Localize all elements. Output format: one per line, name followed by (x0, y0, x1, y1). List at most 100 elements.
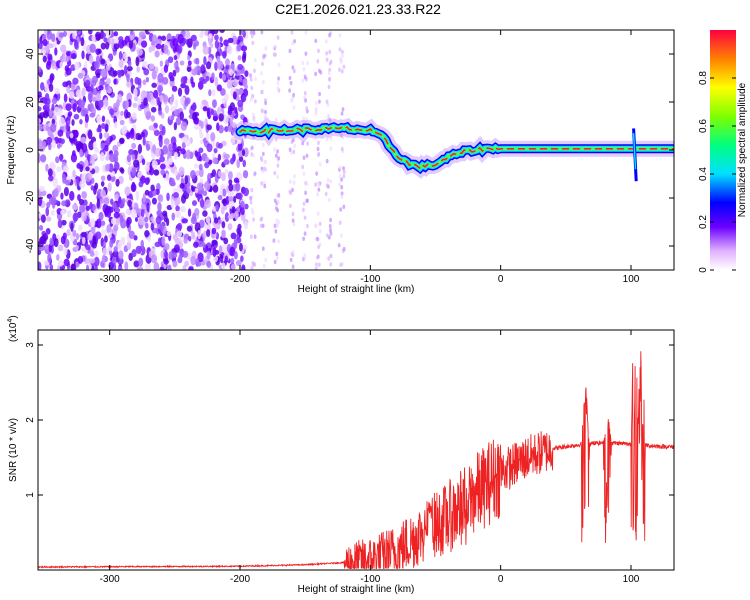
noise-speck (243, 221, 249, 230)
noise-speck (140, 131, 145, 138)
noise-speck (147, 93, 152, 103)
noise-speck (56, 143, 61, 149)
noise-speck (237, 99, 244, 108)
noise-speck (180, 83, 186, 89)
noise-speck (38, 225, 44, 231)
spectrogram-trace (232, 117, 674, 182)
noise-speck (100, 181, 105, 187)
noise-speck (46, 60, 52, 66)
noise-speck (275, 206, 278, 211)
noise-speck (292, 92, 296, 98)
noise-speck (100, 42, 106, 50)
noise-speck (340, 177, 343, 182)
noise-speck (164, 105, 170, 114)
noise-speck (112, 102, 119, 112)
noise-speck (304, 190, 307, 196)
snr-x-tick-label: -200 (230, 574, 250, 585)
noise-speck (131, 112, 137, 120)
noise-speck (87, 129, 93, 140)
colorbar-tick-label: 0.4 (698, 167, 709, 181)
noise-speck (184, 30, 191, 39)
noise-speck (158, 87, 162, 97)
noise-speck (97, 48, 102, 54)
noise-speck (137, 97, 141, 107)
noise-speck (179, 111, 184, 121)
noise-speck (67, 111, 73, 117)
noise-speck (160, 223, 164, 232)
noise-speck (89, 201, 93, 210)
noise-speck (215, 204, 219, 211)
noise-speck (119, 119, 125, 126)
noise-speck (250, 33, 254, 39)
noise-speck (273, 223, 277, 229)
noise-speck (63, 165, 70, 173)
noise-speck (217, 170, 222, 178)
noise-speck (217, 153, 222, 161)
noise-speck (220, 88, 226, 96)
noise-speck (180, 205, 186, 213)
noise-speck (98, 211, 104, 221)
noise-speck (318, 68, 321, 74)
noise-speck (249, 73, 252, 78)
noise-speck (201, 78, 207, 84)
colorbar: 0 0.2 0.4 0.6 0.8 Normalized spectral amplit… (698, 30, 748, 273)
noise-speck (263, 166, 267, 172)
noise-speck (85, 264, 90, 270)
noise-speck (244, 203, 249, 210)
noise-speck (142, 136, 146, 146)
noise-speck (74, 61, 80, 71)
noise-speck (325, 57, 329, 63)
noise-speck (138, 181, 144, 188)
noise-speck (214, 61, 218, 71)
noise-speck (50, 123, 57, 133)
noise-speck (110, 218, 115, 225)
noise-speck (263, 183, 267, 189)
noise-speck (142, 79, 147, 86)
noise-speck (318, 99, 321, 104)
noise-speck (288, 147, 292, 152)
noise-speck (109, 153, 116, 163)
noise-speck (58, 107, 63, 118)
noise-speck (112, 144, 119, 153)
noise-speck (276, 86, 280, 91)
noise-speck (56, 166, 62, 173)
noise-speck (51, 97, 58, 105)
noise-speck (192, 42, 197, 50)
noise-speck (75, 244, 79, 251)
noise-speck (229, 246, 236, 257)
noise-speck (250, 95, 254, 100)
noise-speck (291, 65, 295, 70)
noise-speck (173, 109, 179, 117)
noise-speck (261, 89, 265, 94)
noise-speck (137, 171, 143, 178)
colorbar-gradient (710, 30, 736, 270)
noise-speck (223, 237, 229, 245)
noise-speck (104, 208, 110, 216)
noise-speck (124, 186, 131, 196)
noise-speck (153, 89, 159, 99)
noise-speck (325, 158, 329, 164)
noise-speck (52, 177, 58, 188)
noise-speck (221, 97, 226, 104)
noise-speck (314, 101, 318, 106)
noise-speck (163, 251, 169, 259)
noise-speck (341, 107, 345, 112)
noise-speck (70, 263, 77, 270)
spectrogram-x-tick-label: -100 (360, 274, 380, 285)
noise-speck (203, 56, 207, 66)
noise-speck (260, 181, 264, 186)
noise-speck (125, 208, 131, 215)
noise-speck (222, 50, 227, 59)
noise-speck (100, 189, 106, 199)
noise-speck (59, 153, 63, 162)
noise-speck (264, 114, 267, 119)
noise-speck (173, 244, 180, 253)
noise-speck (187, 38, 193, 48)
noise-speck (81, 87, 86, 98)
noise-speck (260, 30, 264, 35)
noise-speck (241, 264, 246, 270)
noise-speck (199, 198, 205, 209)
noise-speck (166, 230, 172, 237)
noise-speck (260, 108, 264, 113)
noise-speck (61, 200, 67, 207)
